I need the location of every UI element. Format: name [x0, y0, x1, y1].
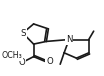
Text: S: S	[20, 29, 25, 38]
Text: N: N	[66, 35, 72, 44]
Text: O: O	[46, 57, 53, 66]
Text: OCH₃: OCH₃	[1, 51, 22, 60]
Text: O: O	[18, 58, 25, 67]
